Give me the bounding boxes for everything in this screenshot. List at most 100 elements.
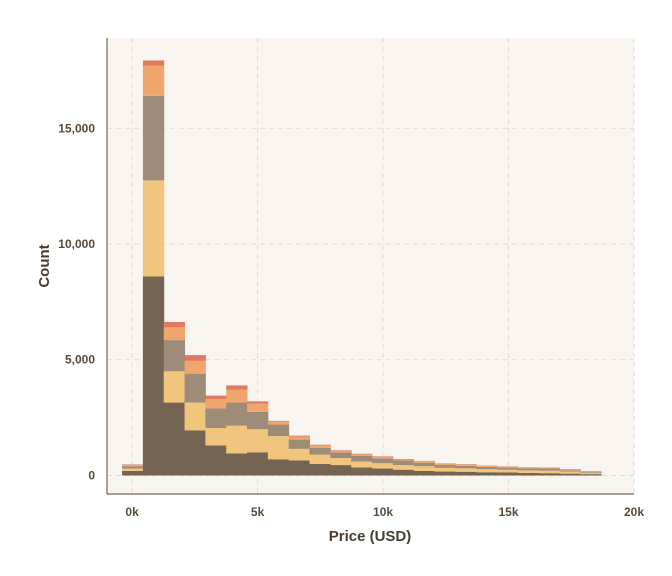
histogram-bar-segment	[330, 452, 352, 459]
histogram-bar-segment	[247, 429, 269, 453]
histogram-bar-segment	[372, 456, 394, 459]
histogram-bar-segment	[205, 399, 227, 409]
histogram-bar-segment	[455, 471, 477, 476]
histogram-bar-segment	[413, 462, 435, 467]
x-tick-label: 10k	[373, 505, 393, 519]
histogram-bar-segment	[122, 464, 144, 466]
x-tick-label: 0k	[125, 505, 139, 519]
histogram-bar-segment	[267, 420, 290, 422]
histogram-bar-segment	[496, 466, 519, 468]
histogram-bar-segment	[163, 371, 186, 403]
histogram-bar-segment	[309, 444, 331, 446]
histogram-bar-segment	[372, 463, 394, 469]
histogram-bar-segment	[122, 470, 144, 476]
y-tick-labels: 0 5,000 10,000 15,000	[58, 121, 95, 482]
histogram-bar-segment	[351, 454, 373, 456]
histogram-bar-segment	[267, 436, 290, 460]
y-tick-label: 0	[88, 468, 95, 482]
histogram-bar-segment	[163, 322, 186, 328]
histogram-bar-segment	[559, 473, 581, 476]
histogram-bar-segment	[476, 472, 498, 476]
histogram-bar-segment	[351, 467, 373, 476]
histogram-bar-segment	[372, 456, 394, 457]
histogram-bar-segment	[580, 472, 602, 475]
histogram-bar-segment	[413, 470, 435, 476]
histogram-bar-segment	[184, 430, 206, 476]
histogram-bar-segment	[538, 467, 560, 469]
histogram-bar-segment	[351, 461, 373, 468]
histogram-bar-segment	[476, 469, 498, 473]
grid-lines	[107, 38, 635, 494]
histogram-bar-segment	[434, 467, 456, 472]
histogram-bar-segment	[434, 465, 456, 468]
x-tick-label: 5k	[251, 505, 265, 519]
histogram-bar-segment	[476, 465, 498, 467]
histogram-bar-segment	[330, 458, 352, 466]
histogram-bar-segment	[559, 470, 581, 472]
histogram-bar-segment	[226, 425, 248, 454]
histogram-bar-segment	[392, 460, 415, 466]
histogram-bar-segment	[517, 468, 540, 471]
histogram-bar-segment	[163, 402, 186, 476]
histogram-bar-segment	[496, 469, 519, 473]
histogram-bar-segment	[434, 463, 456, 466]
histogram-bar-segment	[142, 65, 165, 96]
histogram-bar-segment	[351, 453, 373, 455]
histogram-bar-segment	[455, 468, 477, 472]
histogram-bar-segment	[163, 327, 186, 341]
x-tick-label: 15k	[499, 505, 519, 519]
histogram-bar-segment	[247, 411, 269, 430]
histogram-bar-segment	[309, 454, 331, 464]
histogram-bar-segment	[226, 453, 248, 476]
histogram-bar-segment	[392, 469, 415, 476]
histogram-bar-segment	[267, 459, 290, 476]
histogram-bar-segment	[330, 450, 352, 453]
histogram-bar-segment	[434, 471, 456, 476]
histogram-bar-segment	[122, 468, 144, 471]
histogram-bar-segment	[288, 448, 311, 461]
histogram-bar-segment	[330, 465, 352, 476]
histogram-bar-segment	[496, 467, 519, 470]
histogram-bar-segment	[580, 471, 602, 473]
histogram-bar-segment	[413, 461, 435, 463]
histogram-bar-segment	[247, 403, 269, 412]
histogram-bar-segment	[538, 470, 560, 474]
histogram-bar-segment	[122, 465, 144, 467]
histogram-bar-segment	[496, 472, 519, 476]
histogram-bar-segment	[517, 470, 540, 473]
histogram-bar-segment	[247, 401, 269, 404]
histogram-bar-segment	[163, 340, 186, 372]
histogram-bar-segment	[455, 465, 477, 469]
histogram-bar-segment	[392, 465, 415, 470]
histogram-bar-segment	[184, 402, 206, 431]
histogram-bar-segment	[142, 180, 165, 277]
histogram-bar-segment	[288, 436, 311, 440]
histogram-bar-segment	[559, 469, 581, 471]
histogram-bar-segment	[205, 395, 227, 400]
histogram-bar-segment	[226, 385, 248, 390]
histogram-bar-segment	[351, 455, 373, 462]
histogram-bar-segment	[559, 471, 581, 474]
x-tick-labels: 0k 5k 10k 15k 20k	[125, 505, 644, 519]
histogram-bar-segment	[309, 463, 331, 476]
histogram-bar-segment	[288, 435, 311, 437]
histogram-bar-segment	[455, 464, 477, 466]
histogram-bars	[122, 60, 602, 476]
histogram-bar-segment	[476, 466, 498, 470]
histogram-bar-segment	[226, 389, 248, 403]
x-axis-label: Price (USD)	[329, 528, 412, 545]
histogram-bar-segment	[142, 60, 165, 66]
histogram-bar-segment	[288, 460, 311, 476]
histogram-bar-segment	[184, 355, 206, 361]
histogram-bar-segment	[184, 373, 206, 403]
histogram-bar-segment	[538, 468, 560, 471]
histogram-bar-segment	[267, 424, 290, 437]
histogram-bar-segment	[142, 95, 165, 181]
histogram-bar-segment	[205, 445, 227, 476]
y-tick-label: 5,000	[65, 353, 95, 367]
histogram-bar-segment	[184, 360, 206, 374]
histogram-bar-segment	[372, 458, 394, 464]
histogram-bar-segment	[372, 468, 394, 476]
axes	[106, 38, 634, 495]
